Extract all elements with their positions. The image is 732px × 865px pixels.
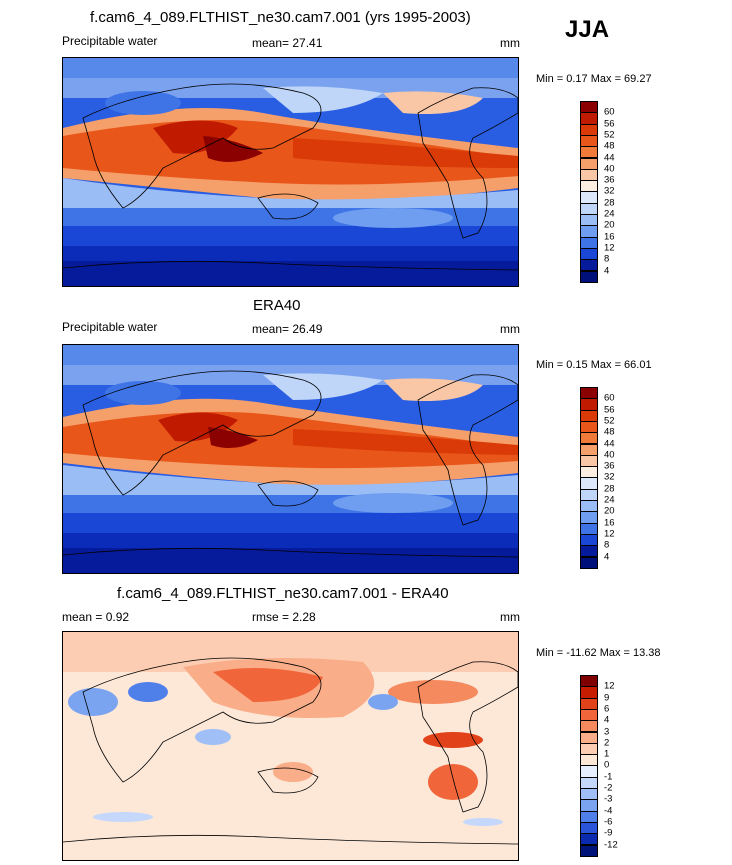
colorbar-tick-label: 16 [604,517,615,529]
colorbar-tick-label: 12 [604,680,615,692]
panel1-title: f.cam6_4_089.FLTHIST_ne30.cam7.001 (yrs … [90,9,471,26]
colorbar-tick-label: 48 [604,426,615,438]
colorbar-tick-label: 4 [604,551,610,562]
colorbar-tick-label: -12 [604,839,618,850]
colorbar-tick-label: 20 [604,219,615,231]
panel3-map [62,631,519,861]
colorbar-tick-label: 1 [604,748,610,760]
colorbar-swatch [580,844,598,857]
colorbar-tick-label: 24 [604,208,615,220]
colorbar-tick-label: 4 [604,265,610,276]
colorbar-tick-label: 8 [604,539,610,551]
panel3-units-label: mm [500,610,520,624]
panel2-map [62,344,519,574]
panel1-variable-label: Precipitable water [62,34,158,48]
season-label: JJA [565,16,610,43]
colorbar-tick-label: -2 [604,782,613,794]
colorbar-tick-label: 40 [604,449,615,461]
colorbar-tick-label: 24 [604,494,615,506]
colorbar-tick-label: 52 [604,129,615,141]
panel3-title: f.cam6_4_089.FLTHIST_ne30.cam7.001 - ERA… [117,585,449,602]
colorbar-tick-label: -6 [604,816,613,828]
colorbar-tick-label: 12 [604,242,615,254]
colorbar-tick-label: 6 [604,703,610,715]
colorbar-tick-label: 3 [604,726,610,737]
panel1-map [62,57,519,287]
colorbar-tick-label: 60 [604,392,615,404]
colorbar-tick-label: 52 [604,415,615,427]
colorbar-tick-label: 28 [604,197,615,209]
colorbar-tick-label: 36 [604,174,615,186]
panel2-minmax-label: Min = 0.15 Max = 66.01 [536,359,652,371]
panel3-minmax-label: Min = -11.62 Max = 13.38 [536,647,661,659]
colorbar-tick-label: 48 [604,140,615,152]
colorbar-tick-label: 2 [604,737,610,749]
colorbar-tick-label: 16 [604,231,615,243]
colorbar-tick-label: 44 [604,152,615,163]
colorbar-tick-label: -1 [604,771,613,783]
colorbar-tick-label: 36 [604,460,615,472]
colorbar-tick-label: 12 [604,528,615,540]
colorbar-tick-label: 4 [604,714,610,726]
panel1-units-label: mm [500,36,520,50]
colorbar-tick-label: -3 [604,793,613,805]
colorbar-tick-label: 40 [604,163,615,175]
colorbar-tick-label: -9 [604,827,613,839]
panel1-minmax-label: Min = 0.17 Max = 69.27 [536,73,652,85]
colorbar-tick-label: 32 [604,471,615,483]
colorbar-tick-label: 20 [604,505,615,517]
colorbar-tick-label: 56 [604,118,615,130]
panel3-mean-label: mean = 0.92 [62,610,130,624]
colorbar-tick-label: -4 [604,805,613,817]
colorbar-tick-label: 0 [604,759,610,771]
colorbar-swatch [580,270,598,283]
colorbar-tick-label: 28 [604,483,615,495]
panel2-variable-label: Precipitable water [62,320,158,334]
panel2-map-svg [63,345,518,573]
panel2-title: ERA40 [253,297,301,314]
colorbar-tick-label: 8 [604,253,610,265]
panel3-map-svg [63,632,518,860]
panel3-rmse-label: rmse = 2.28 [252,610,316,624]
panel1-mean-label: mean= 27.41 [252,36,323,50]
colorbar-tick-label: 32 [604,185,615,197]
colorbar-tick-label: 60 [604,106,615,118]
colorbar-tick-label: 9 [604,692,610,704]
colorbar-tick-label: 56 [604,404,615,416]
panel2-mean-label: mean= 26.49 [252,322,323,336]
colorbar-tick-label: 44 [604,438,615,449]
colorbar-swatch [580,556,598,569]
panel1-map-svg [63,58,518,286]
panel2-units-label: mm [500,322,520,336]
